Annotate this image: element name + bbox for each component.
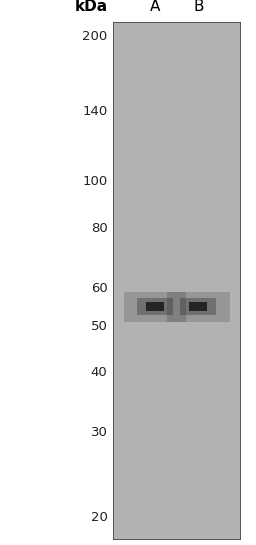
Text: 140: 140: [82, 105, 108, 118]
Bar: [146, 302, 164, 311]
Text: 50: 50: [91, 320, 108, 333]
Text: 80: 80: [91, 222, 108, 235]
Bar: [123, 292, 186, 322]
Text: A: A: [150, 0, 160, 14]
Bar: [180, 298, 216, 315]
Text: 100: 100: [82, 175, 108, 188]
Text: 200: 200: [82, 31, 108, 44]
Text: 20: 20: [91, 511, 108, 524]
Text: kDa: kDa: [74, 0, 108, 14]
Bar: [167, 292, 230, 322]
Bar: [189, 302, 207, 311]
Text: 60: 60: [91, 282, 108, 295]
Text: 40: 40: [91, 366, 108, 379]
Bar: [137, 298, 173, 315]
Text: B: B: [193, 0, 204, 14]
Text: 30: 30: [91, 426, 108, 439]
